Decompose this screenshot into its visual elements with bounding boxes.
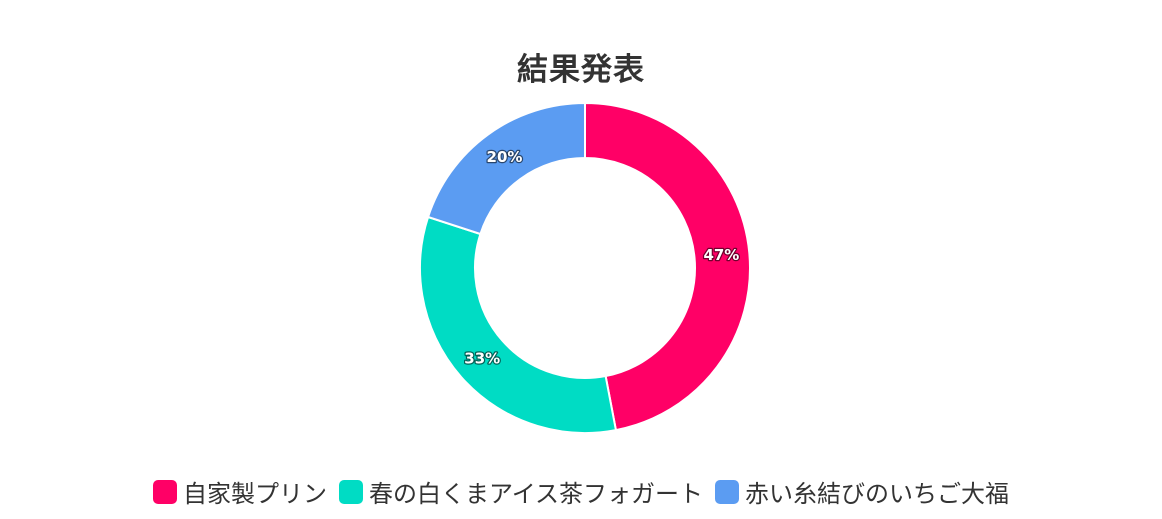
legend-label-strawberry-daifuku: 赤い糸結びのいちご大福 [745, 480, 1010, 508]
slice-label-shirokuma-affogato: 33% [464, 350, 500, 368]
donut-slice-labels: 47% 33% 20% [463, 147, 741, 369]
slice-label-homemade-pudding: 47% [703, 246, 739, 264]
legend-swatch-strawberry-daifuku [715, 479, 740, 504]
chart-title: 結果発表 [517, 52, 645, 88]
donut-slices [419, 101, 751, 434]
legend-item-homemade-pudding[interactable]: 自家製プリン [152, 474, 327, 509]
slice-strawberry-daifuku[interactable] [426, 101, 586, 236]
slice-label-strawberry-daifuku: 20% [487, 148, 523, 166]
slice-homemade-pudding[interactable] [584, 101, 751, 432]
chart-legend: 自家製プリン 春の白くまアイス茶フォガート 赤い糸結びのいちご大福 [0, 474, 1162, 509]
legend-label-shirokuma-affogato: 春の白くまアイス茶フォガート [368, 480, 704, 508]
legend-item-shirokuma-affogato[interactable]: 春の白くまアイス茶フォガート [338, 474, 704, 509]
slice-shirokuma-affogato[interactable] [419, 215, 618, 434]
legend-label-homemade-pudding: 自家製プリン [182, 480, 327, 508]
legend-swatch-homemade-pudding [152, 479, 177, 504]
legend-swatch-shirokuma-affogato [338, 479, 363, 504]
legend-item-strawberry-daifuku[interactable]: 赤い糸結びのいちご大福 [715, 474, 1009, 509]
